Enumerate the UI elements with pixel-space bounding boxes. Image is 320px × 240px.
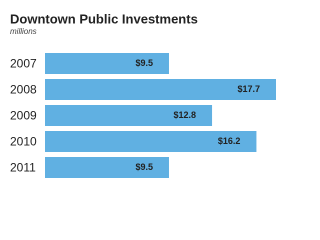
chart-title: Downtown Public Investments — [10, 11, 198, 26]
bar — [45, 105, 213, 126]
y-tick-label: 2007 — [10, 57, 37, 71]
y-tick-label: 2009 — [10, 109, 37, 123]
y-tick-label: 2008 — [10, 83, 37, 97]
y-tick-label: 2010 — [10, 135, 37, 149]
value-label: $17.7 — [237, 84, 260, 94]
chart-subtitle: millions — [10, 27, 37, 36]
value-label: $16.2 — [218, 136, 241, 146]
bar — [45, 79, 276, 100]
y-tick-label: 2011 — [10, 161, 36, 175]
bar — [45, 53, 169, 74]
value-label: $9.5 — [135, 162, 153, 172]
value-label: $12.8 — [174, 110, 197, 120]
bar — [45, 131, 257, 152]
bar — [45, 157, 169, 178]
chart: Downtown Public Investments millions 200… — [10, 11, 276, 178]
value-label: $9.5 — [135, 58, 153, 68]
